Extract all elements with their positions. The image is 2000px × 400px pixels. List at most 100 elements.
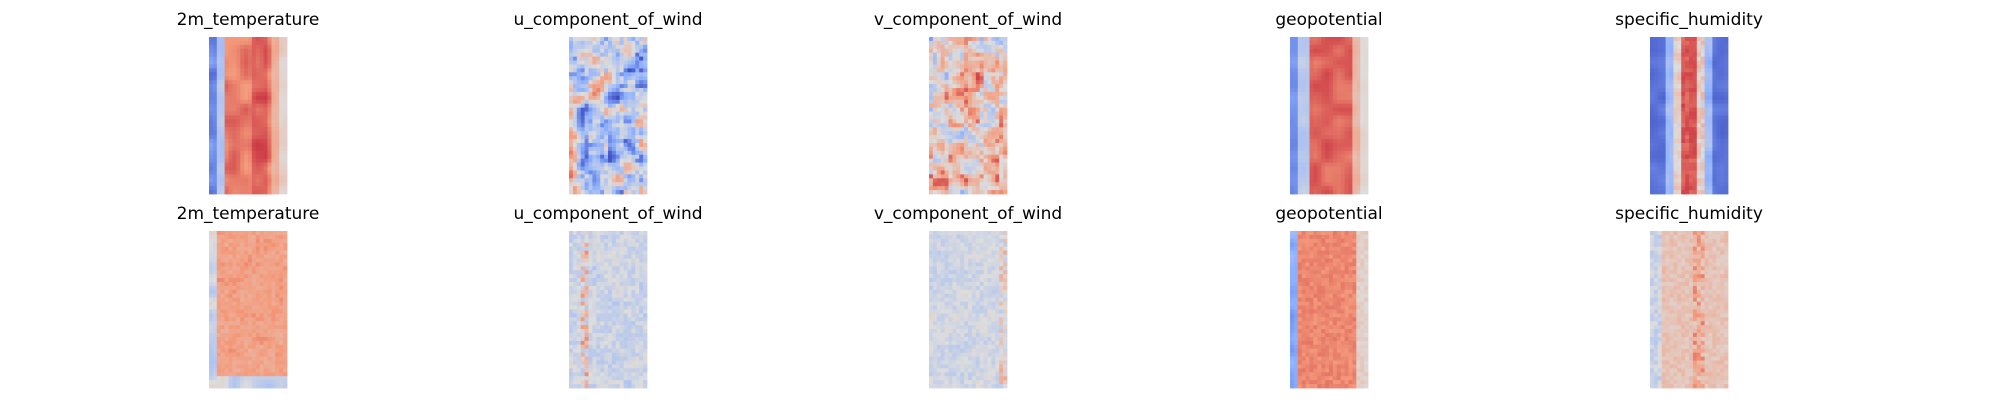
heatmap-cell: [1325, 131, 1330, 136]
heatmap-cell: [220, 103, 225, 109]
heatmap-cell: [999, 107, 1004, 112]
heatmap-cell: [212, 336, 218, 342]
heatmap-cell: [279, 166, 284, 171]
heatmap-cell: [623, 142, 628, 148]
heatmap-cell: [1344, 142, 1349, 148]
heatmap-cell: [1661, 88, 1666, 93]
heatmap-cell: [611, 174, 617, 179]
heatmap-cell: [1700, 158, 1705, 164]
heatmap-cell: [619, 52, 624, 58]
heatmap-cell: [576, 119, 582, 124]
heatmap-cell: [995, 190, 1000, 195]
heatmap-cell: [1340, 60, 1345, 65]
heatmap-cell: [929, 174, 934, 179]
heatmap-cell: [576, 60, 582, 65]
heatmap-cell: [1325, 119, 1330, 124]
heatmap-cell: [1293, 154, 1299, 160]
heatmap-cell: [236, 301, 241, 306]
heatmap-cell: [1696, 158, 1702, 164]
heatmap-cell: [1325, 139, 1330, 144]
heatmap-cell: [1309, 166, 1314, 171]
heatmap-cell: [639, 258, 644, 263]
heatmap-cell: [1677, 119, 1682, 124]
heatmap-cell: [1661, 37, 1666, 42]
heatmap-cell: [999, 123, 1004, 128]
heatmap-cell: [952, 72, 957, 77]
heatmap-cell: [216, 139, 222, 144]
heatmap-cell: [236, 40, 241, 46]
heatmap-cell: [588, 40, 593, 46]
heatmap-cell: [611, 76, 617, 81]
heatmap-cell: [220, 329, 225, 334]
heatmap-cell: [244, 186, 249, 191]
heatmap-cell: [1317, 178, 1322, 183]
heatmap-cell: [936, 139, 942, 144]
heatmap-cell: [1712, 119, 1717, 124]
heatmap-cell: [1336, 48, 1342, 54]
heatmap-cell: [1340, 139, 1345, 144]
heatmap-cell: [1716, 174, 1721, 179]
heatmap-cell: [283, 107, 288, 112]
heatmap-cell: [1665, 186, 1670, 191]
heatmap-cell: [228, 352, 233, 358]
heatmap-cell: [251, 127, 257, 132]
heatmap-cell: [619, 146, 624, 152]
heatmap-cell: [1665, 178, 1670, 183]
heatmap-cell: [619, 238, 624, 244]
heatmap-cell: [1665, 182, 1670, 187]
heatmap-cell: [1360, 91, 1365, 97]
heatmap-cell: [1344, 48, 1349, 54]
heatmap-cell: [960, 95, 965, 101]
heatmap-cell: [596, 123, 601, 128]
heatmap-cell: [987, 127, 992, 132]
heatmap-cell: [1689, 158, 1694, 164]
heatmap-cell: [1309, 115, 1314, 120]
heatmap-cell: [216, 254, 222, 259]
heatmap-cell: [251, 289, 257, 295]
heatmap-cell: [275, 91, 280, 97]
heatmap-cell: [948, 107, 953, 112]
heatmap-cell: [1364, 135, 1369, 140]
heatmap-cell: [251, 262, 257, 267]
heatmap-cell: [635, 182, 640, 187]
heatmap-cell: [631, 72, 636, 77]
heatmap-cell: [259, 107, 264, 112]
heatmap-cell: [1692, 52, 1698, 58]
heatmap-cell: [635, 139, 640, 144]
heatmap-cell: [244, 297, 249, 303]
heatmap-cell: [228, 309, 233, 314]
heatmap-cell: [584, 44, 589, 50]
heatmap-cell: [267, 60, 272, 65]
heatmap-cell: [251, 238, 257, 244]
heatmap-cell: [588, 186, 593, 191]
heatmap-cell: [244, 150, 249, 156]
heatmap-cell: [999, 186, 1004, 191]
heatmap-cell: [956, 84, 961, 89]
heatmap-cell: [611, 48, 617, 54]
heatmap-cell: [639, 186, 644, 191]
heatmap-cell: [1657, 186, 1663, 191]
heatmap-cell: [248, 111, 253, 116]
heatmap-cell: [1720, 178, 1725, 183]
heatmap-cell: [944, 64, 949, 69]
heatmap-cell: [1724, 60, 1729, 65]
heatmap-cell: [1301, 37, 1306, 42]
heatmap-cell: [1340, 190, 1345, 195]
heatmap-cell: [1689, 84, 1694, 89]
heatmap-cell: [596, 111, 601, 116]
heatmap-cell: [275, 344, 280, 350]
heatmap-cell: [267, 170, 272, 175]
heatmap-cell: [271, 40, 276, 46]
heatmap-cell: [275, 182, 280, 187]
heatmap-cell: [623, 139, 628, 144]
heatmap-cell: [1685, 48, 1690, 54]
heatmap-cell: [244, 142, 249, 148]
heatmap-cell: [580, 231, 585, 236]
heatmap-cell: [975, 103, 981, 109]
heatmap-cell: [1657, 48, 1663, 54]
heatmap-cell: [1003, 182, 1008, 187]
heatmap-cell: [1364, 99, 1369, 105]
heatmap-cell: [279, 325, 284, 330]
heatmap-cell: [1692, 174, 1698, 179]
heatmap-cell: [232, 131, 237, 136]
